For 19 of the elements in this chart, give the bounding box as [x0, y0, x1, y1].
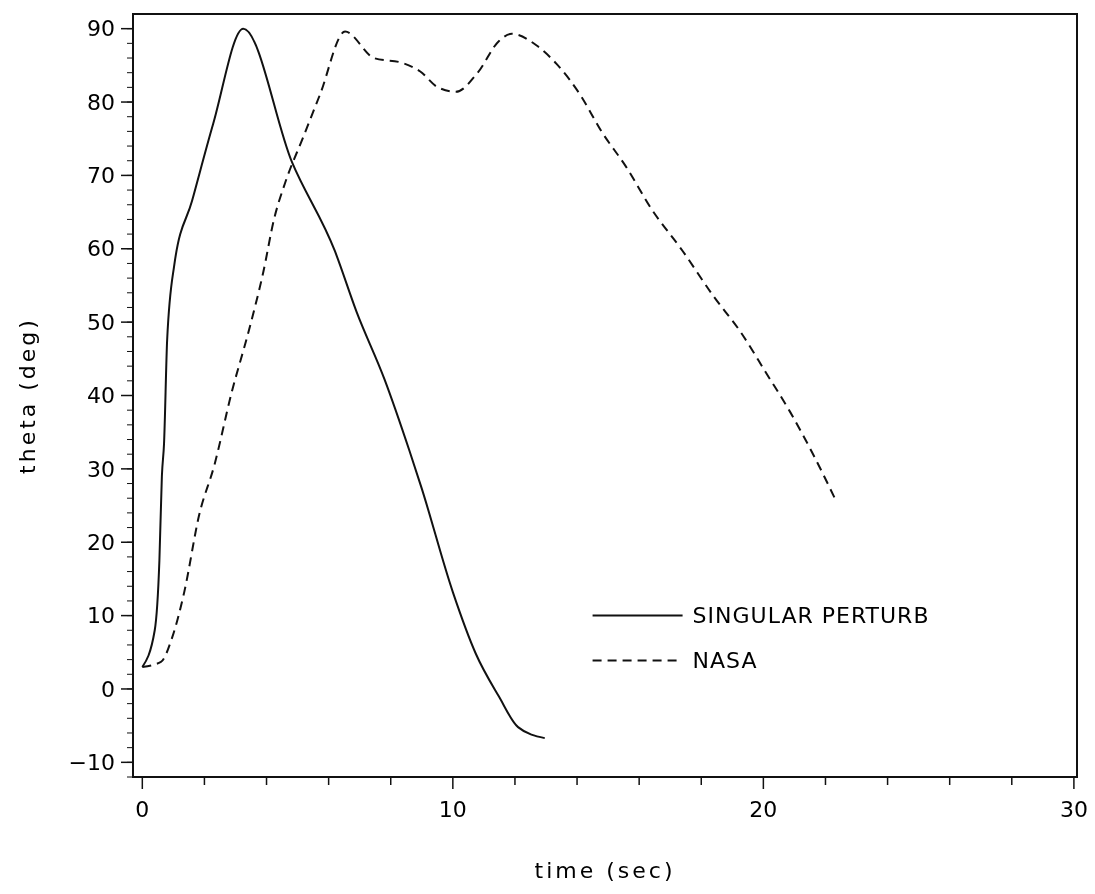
y-tick-label: 40	[87, 383, 115, 409]
y-tick-label: 50	[87, 309, 115, 335]
x-axis-title: time (sec)	[534, 858, 676, 883]
legend-label: SINGULAR PERTURB	[692, 603, 930, 629]
y-tick-label: 90	[87, 16, 115, 42]
y-tick-label: 0	[101, 676, 115, 702]
legend-label: NASA	[692, 648, 758, 674]
y-tick-label: 10	[87, 603, 115, 629]
y-axis-title: theta (deg)	[15, 317, 40, 474]
x-tick-label: 30	[1059, 797, 1088, 822]
y-tick-label: 60	[87, 236, 115, 262]
y-tick-label: 30	[87, 456, 115, 482]
y-tick-label: 80	[87, 89, 115, 115]
x-tick-label: 10	[438, 797, 467, 822]
y-tick-label: 70	[87, 163, 115, 189]
y-tick-label: −10	[68, 750, 115, 776]
x-tick-label: 20	[749, 797, 778, 822]
x-tick-label: 0	[135, 797, 150, 822]
y-tick-label: 20	[87, 529, 115, 555]
